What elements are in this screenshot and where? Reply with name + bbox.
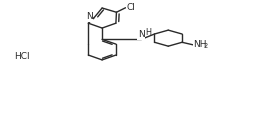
Text: HCl: HCl [14,52,30,61]
Text: Cl: Cl [127,3,135,12]
Text: N: N [86,12,93,21]
Text: NH: NH [194,40,207,49]
Text: H: H [145,28,151,37]
Text: 2: 2 [204,43,208,49]
Text: N: N [138,30,145,39]
